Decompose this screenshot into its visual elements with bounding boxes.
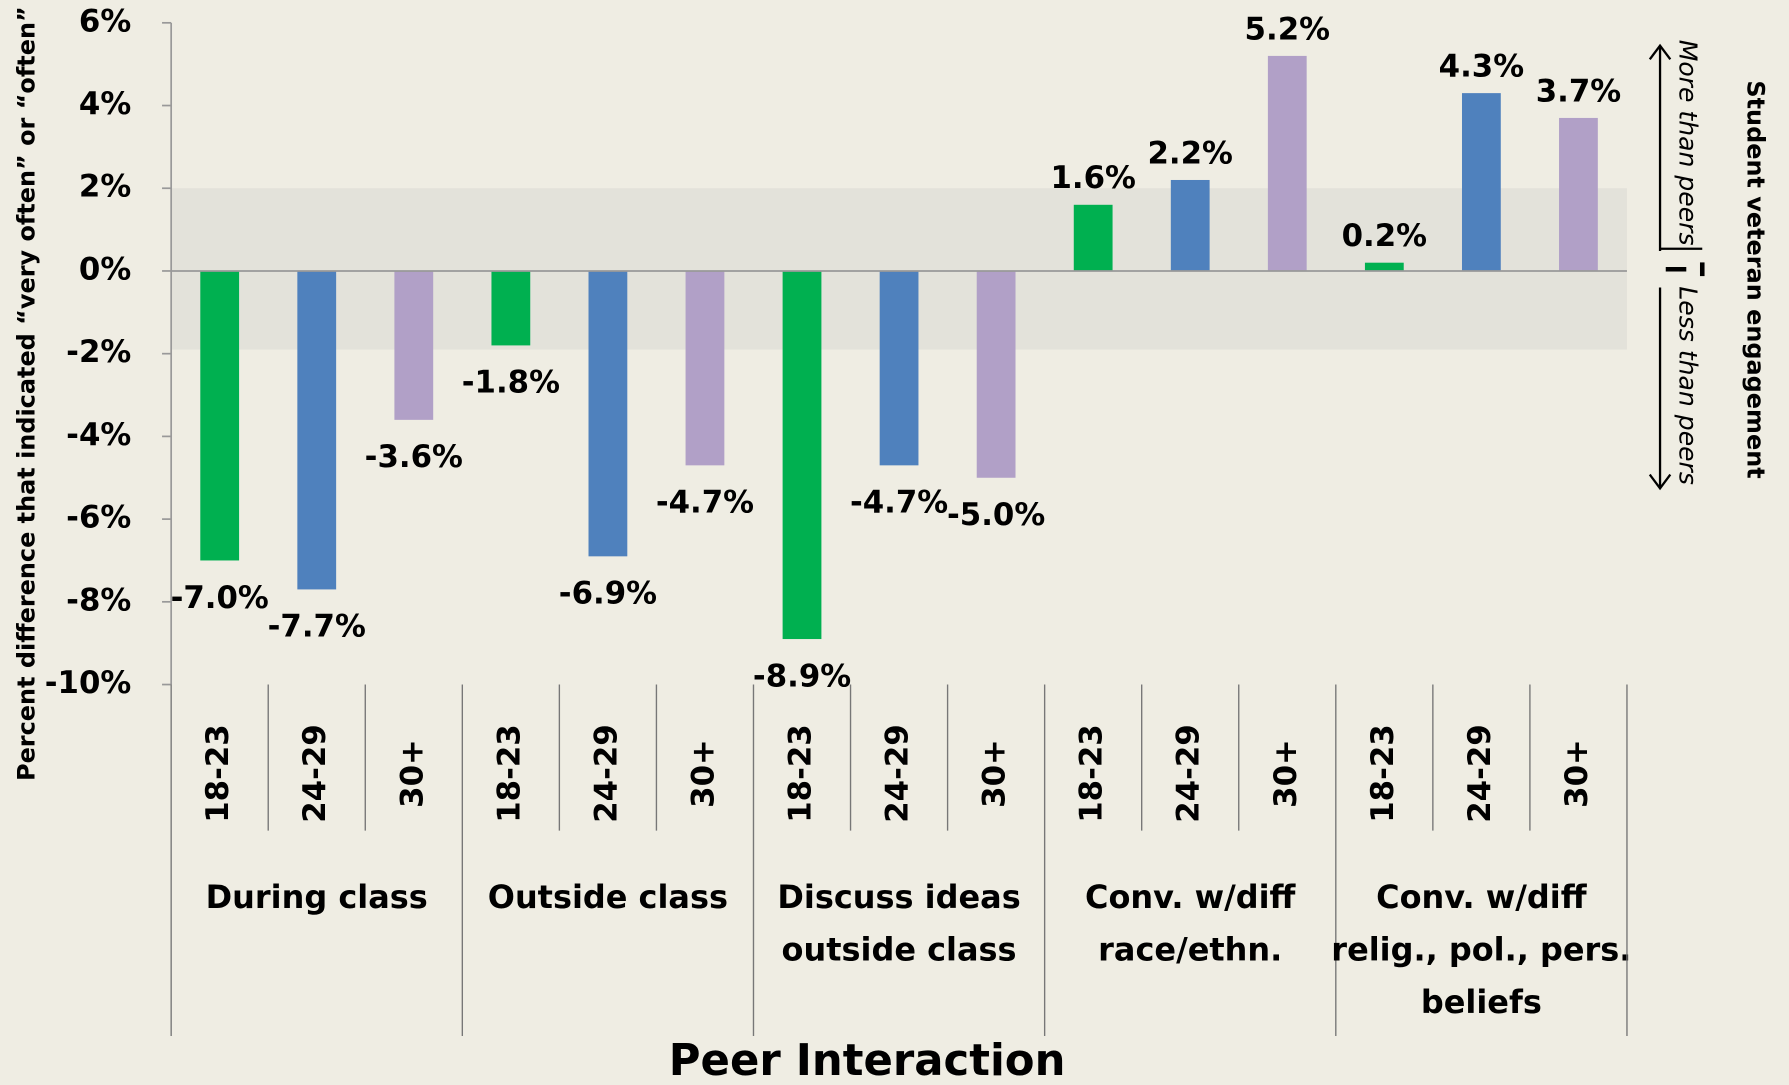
bar bbox=[200, 270, 240, 561]
group-label: During class bbox=[206, 878, 428, 916]
x-tick-label: 24-29 bbox=[1171, 724, 1207, 822]
value-label: 2.2% bbox=[1148, 135, 1233, 171]
bar bbox=[1461, 93, 1501, 271]
value-label: -4.7% bbox=[850, 485, 948, 521]
x-tick-label: 24-29 bbox=[880, 724, 916, 822]
value-label: -7.0% bbox=[171, 580, 269, 616]
x-tick-label: 18-23 bbox=[783, 724, 819, 822]
x-tick-label: 30+ bbox=[394, 739, 430, 808]
bar bbox=[782, 270, 822, 640]
y-tick-label: -2% bbox=[66, 334, 131, 370]
x-tick-label: 18-23 bbox=[1074, 724, 1110, 822]
group-label: Conv. w/diff bbox=[1085, 878, 1297, 916]
y-tick-label: 6% bbox=[79, 3, 131, 39]
bar bbox=[1073, 204, 1113, 271]
group-label: Outside class bbox=[488, 878, 728, 916]
bar bbox=[1559, 117, 1598, 271]
group-label: relig., pol., pers. bbox=[1331, 931, 1631, 969]
y-tick-label: 2% bbox=[79, 169, 131, 205]
bar bbox=[1364, 262, 1404, 271]
group-label: outside class bbox=[782, 931, 1017, 969]
bar bbox=[879, 270, 919, 466]
group-label: beliefs bbox=[1421, 983, 1542, 1021]
value-label: -4.7% bbox=[656, 485, 754, 521]
x-tick-label: 24-29 bbox=[297, 724, 333, 822]
value-label: 1.6% bbox=[1050, 160, 1135, 196]
x-tick-label: 18-23 bbox=[491, 724, 527, 822]
x-tick-label: 24-29 bbox=[588, 724, 624, 822]
y-tick-label: -4% bbox=[66, 417, 131, 453]
annotation-below: Less than peers bbox=[1673, 286, 1702, 485]
y-axis-title: Percent difference that indicated “very … bbox=[12, 6, 40, 781]
bar bbox=[491, 270, 531, 346]
group-label: Discuss ideas bbox=[777, 878, 1020, 916]
annotation-above: More than peers bbox=[1673, 40, 1702, 246]
bar bbox=[976, 270, 1016, 478]
value-label: -8.9% bbox=[753, 658, 851, 694]
value-label: 5.2% bbox=[1245, 11, 1330, 47]
bar bbox=[1170, 179, 1210, 271]
value-label: 0.2% bbox=[1342, 218, 1427, 254]
group-label: Conv. w/diff bbox=[1376, 878, 1588, 916]
x-tick-label: 30+ bbox=[685, 739, 721, 808]
group-label: race/ethn. bbox=[1098, 931, 1282, 969]
x-tick-label: 18-23 bbox=[1365, 724, 1401, 822]
value-label: -3.6% bbox=[365, 439, 463, 475]
bar bbox=[1267, 55, 1307, 271]
x-tick-label: 24-29 bbox=[1462, 724, 1498, 822]
y-tick-label: -10% bbox=[45, 665, 132, 701]
value-label: 4.3% bbox=[1439, 49, 1524, 85]
value-label: -7.7% bbox=[268, 609, 366, 645]
value-label: -5.0% bbox=[947, 497, 1045, 533]
x-tick-label: 30+ bbox=[977, 739, 1013, 808]
value-label: -6.9% bbox=[559, 576, 657, 612]
annotation-side: Student veteran engagement bbox=[1742, 80, 1770, 478]
annotation-arrows bbox=[1648, 43, 1705, 491]
value-label: -1.8% bbox=[462, 365, 560, 401]
value-label: 3.7% bbox=[1536, 73, 1621, 109]
x-tick-label: 30+ bbox=[1559, 739, 1595, 808]
bar bbox=[394, 270, 434, 420]
bar bbox=[588, 270, 628, 557]
y-tick-label: 4% bbox=[79, 86, 131, 122]
x-tick-label: 18-23 bbox=[200, 724, 236, 822]
y-tick-label: -8% bbox=[66, 582, 131, 618]
y-tick-label: -6% bbox=[66, 500, 131, 536]
x-tick-label: 30+ bbox=[1268, 739, 1304, 808]
y-tick-label: 0% bbox=[79, 251, 131, 287]
bar bbox=[297, 270, 337, 590]
x-axis-title: Peer Interaction bbox=[669, 1036, 1066, 1085]
bar bbox=[685, 270, 725, 466]
